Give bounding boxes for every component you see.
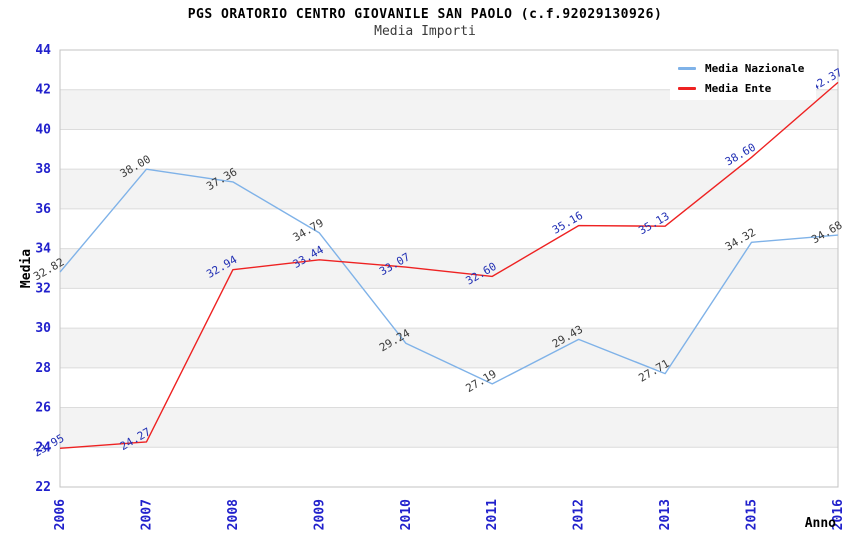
grid-band — [60, 169, 838, 209]
y-tick-label: 32 — [35, 281, 51, 296]
y-tick-label: 42 — [35, 83, 51, 98]
legend: Media Nazionale Media Ente — [670, 57, 817, 100]
y-tick-label: 26 — [35, 401, 51, 416]
x-tick-label: 2008 — [226, 499, 241, 530]
x-tick-label: 2006 — [53, 499, 68, 530]
legend-item-media-nazionale: Media Nazionale — [678, 62, 804, 75]
x-tick-label: 2011 — [485, 499, 500, 530]
x-tick-label: 2012 — [572, 499, 587, 530]
y-axis-title: Media — [19, 249, 34, 288]
grid-band — [60, 328, 838, 368]
point-value-label: 38.60 — [723, 141, 758, 169]
chart-subtitle: Media Importi — [374, 24, 476, 39]
plot-border — [59, 49, 839, 488]
y-tick-label: 30 — [35, 321, 51, 336]
legend-item-media-ente: Media Ente — [678, 82, 804, 95]
y-tick-label: 34 — [35, 242, 51, 257]
x-tick-label: 2015 — [745, 499, 760, 530]
y-tick-label: 36 — [35, 202, 51, 217]
point-value-label: 27.19 — [464, 367, 499, 395]
x-tick-label: 2007 — [139, 499, 154, 530]
x-tick-label: 2009 — [312, 499, 327, 530]
x-tick-label: 2016 — [831, 499, 846, 530]
y-tick-label: 24 — [35, 440, 51, 455]
y-tick-label: 38 — [35, 162, 51, 177]
grid-band — [60, 248, 838, 289]
y-tick-label: 40 — [35, 122, 51, 137]
point-value-label: 34.68 — [809, 218, 844, 246]
x-tick-label: 2010 — [399, 499, 414, 530]
legend-label-media-nazionale: Media Nazionale — [705, 62, 805, 75]
y-tick-label: 28 — [35, 361, 51, 376]
series-line-media-ente — [59, 81, 839, 449]
series-line-media-nazionale — [59, 168, 839, 385]
x-tick-label: 2013 — [658, 499, 673, 530]
y-tick-label: 44 — [35, 43, 51, 58]
legend-line-swatch-ente-icon — [678, 87, 696, 90]
grid-band — [60, 407, 838, 448]
point-value-label: 34.79 — [291, 216, 326, 244]
legend-line-swatch-nazionale-icon — [678, 67, 696, 70]
point-value-label: 35.13 — [636, 210, 671, 238]
y-tick-label: 22 — [35, 480, 51, 495]
x-axis-title: Anno — [805, 516, 836, 531]
chart-title: PGS ORATORIO CENTRO GIOVANILE SAN PAOLO … — [187, 7, 663, 22]
legend-label-media-ente: Media Ente — [705, 82, 772, 95]
